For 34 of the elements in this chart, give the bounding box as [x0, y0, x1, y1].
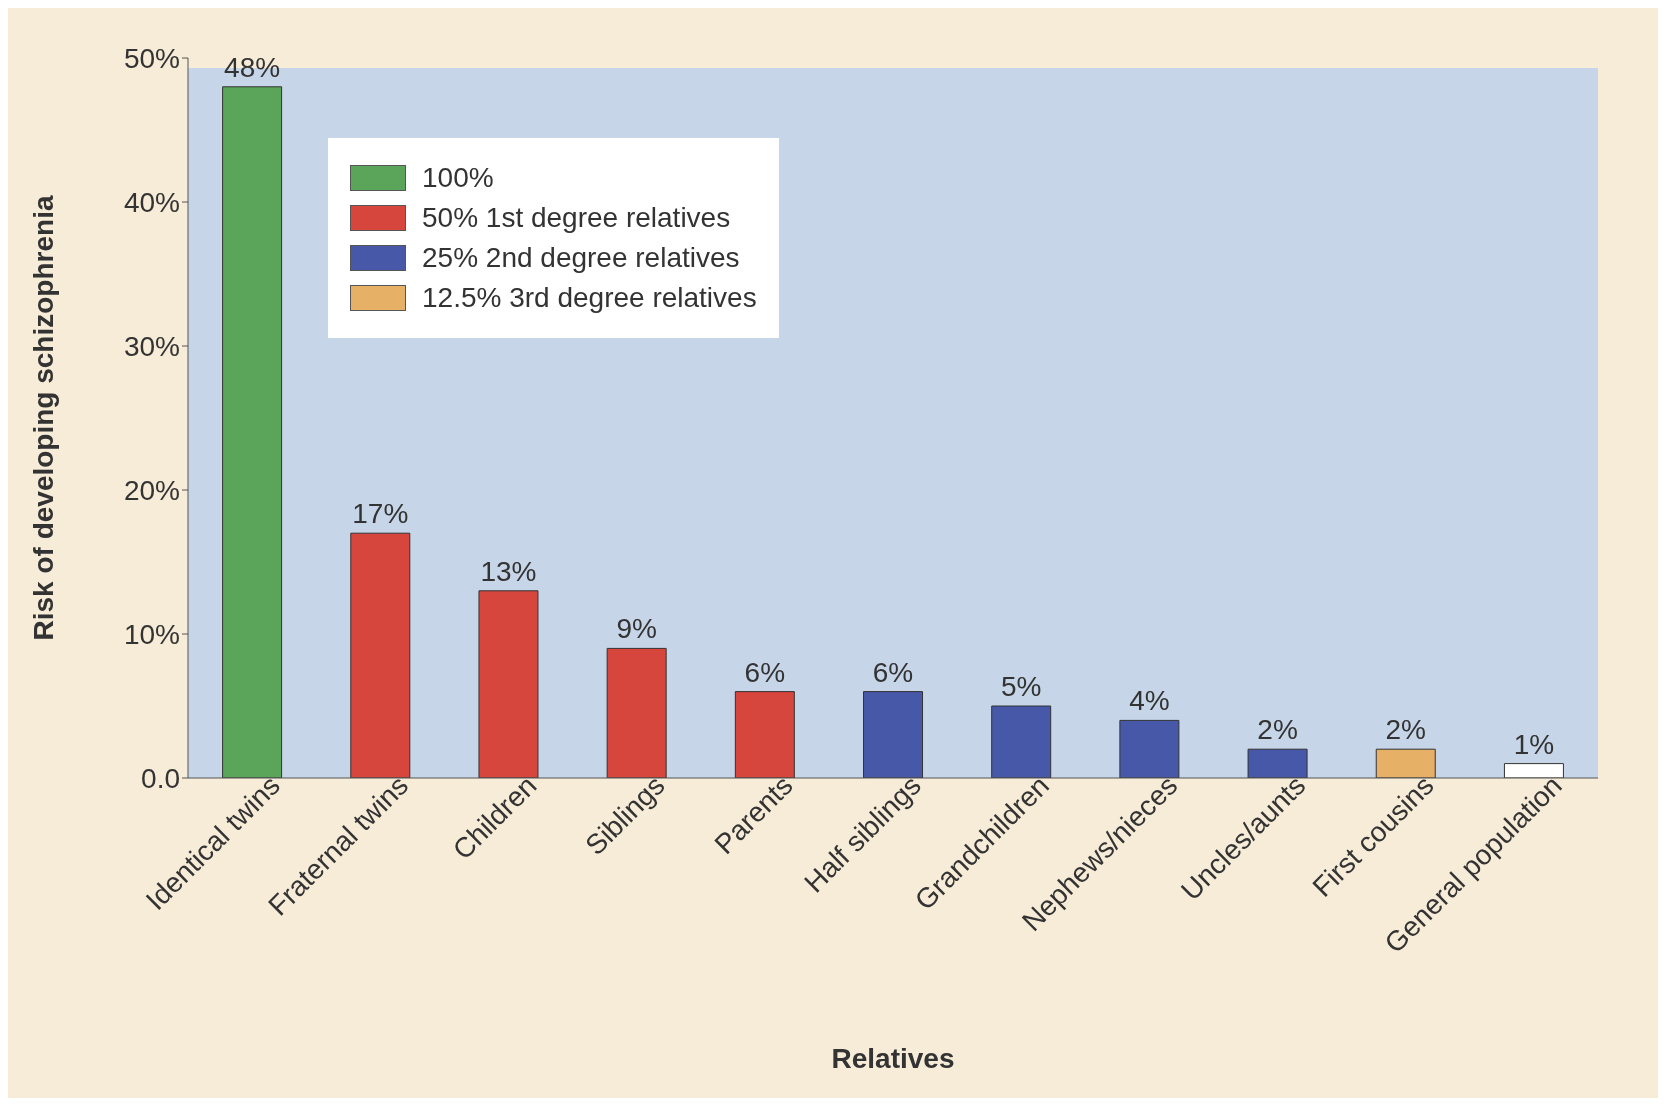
bar — [350, 532, 411, 778]
y-tick-label: 30% — [123, 330, 180, 362]
bar — [863, 691, 924, 778]
legend-label: 12.5% 3rd degree relatives — [422, 282, 757, 314]
data-label: 2% — [1385, 714, 1426, 746]
y-tick-label: 20% — [123, 474, 180, 506]
bar — [222, 86, 283, 778]
legend-label: 50% 1st degree relatives — [422, 202, 731, 234]
legend-label: 100% — [422, 162, 494, 194]
data-label: 48% — [224, 51, 281, 83]
bar — [1119, 719, 1180, 778]
y-axis-title: Risk of developing schizophrenia — [27, 195, 59, 641]
data-label: 17% — [352, 498, 409, 530]
bar — [1247, 748, 1308, 778]
bar — [1503, 763, 1564, 778]
data-label: 13% — [480, 555, 537, 587]
bar — [991, 705, 1052, 778]
y-tick-label: 50% — [123, 42, 180, 74]
y-tick-label: 0.0 — [141, 762, 180, 794]
bar — [478, 590, 539, 778]
y-tick-label: 10% — [123, 618, 180, 650]
x-axis-title: Relatives — [831, 1043, 955, 1074]
data-label: 5% — [1000, 671, 1042, 702]
bar — [734, 691, 795, 778]
data-label: 6% — [872, 656, 914, 688]
y-tick-label: 40% — [123, 186, 180, 218]
data-label: 9% — [616, 613, 657, 645]
bar — [1375, 748, 1436, 778]
data-label: 4% — [1129, 685, 1170, 717]
data-label: 1% — [1513, 728, 1555, 760]
data-label: 2% — [1257, 714, 1298, 746]
bar — [606, 647, 667, 778]
legend-label: 25% 2nd degree relatives — [422, 242, 740, 274]
data-label: 6% — [744, 656, 786, 688]
